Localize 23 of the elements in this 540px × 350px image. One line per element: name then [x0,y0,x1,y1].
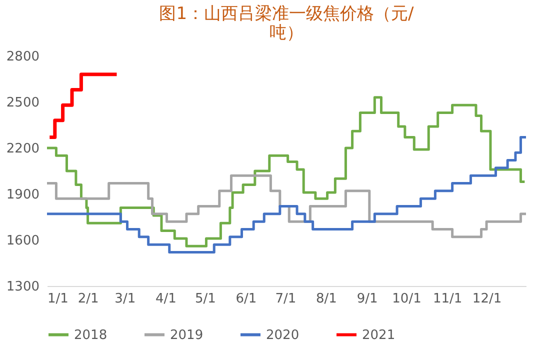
legend-label: 2019 [170,328,204,343]
x-tick-label: 4/1 [155,292,176,306]
y-tick-label: 2800 [6,50,40,64]
x-tick-label: 5/1 [194,292,216,306]
y-tick-label: 1300 [6,280,40,294]
x-tick-label: 2/1 [78,292,99,306]
x-tick-label: 1/1 [48,292,68,306]
y-tick-label: 1600 [6,234,40,248]
y-tick-label: 2500 [6,96,40,110]
x-tick-label: 9/1 [356,292,378,306]
chart-title: 图1：山西吕梁准一级焦价格（元/吨） [159,4,414,43]
y-tick-label: 1900 [6,188,40,202]
legend-label: 2020 [266,328,300,343]
x-tick-label: 10/1 [392,292,422,306]
x-tick-label: 3/1 [114,292,136,306]
legend-label: 2018 [74,328,108,343]
x-tick-label: 12/1 [472,292,502,306]
legend-label: 2021 [362,328,396,343]
x-tick-label: 11/1 [432,292,462,306]
x-tick-label: 7/1 [275,292,296,306]
y-tick-label: 2200 [6,142,40,156]
x-tick-label: 8/1 [316,292,337,306]
x-tick-label: 6/1 [236,292,257,306]
